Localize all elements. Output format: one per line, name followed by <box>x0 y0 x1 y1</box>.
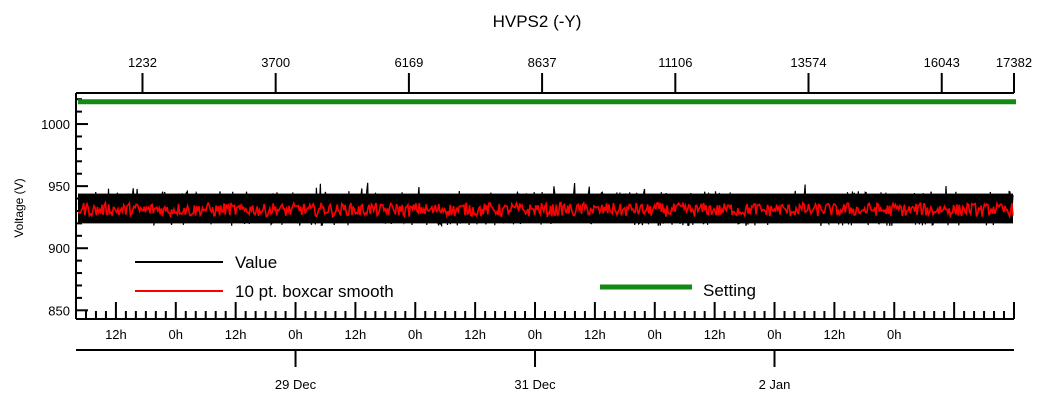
x-tick-label: 12h <box>824 327 846 342</box>
top-axis-tick-label: 16043 <box>924 55 960 70</box>
y-tick-label: 850 <box>48 303 70 318</box>
top-axis-tick-label: 11106 <box>658 55 692 70</box>
date-axis-label: 31 Dec <box>514 377 556 392</box>
top-axis-tick-label: 3700 <box>261 55 290 70</box>
top-axis-tick-label: 13574 <box>790 55 826 70</box>
x-tick-label: 12h <box>105 327 127 342</box>
legend-label-boxcar: 10 pt. boxcar smooth <box>235 282 394 301</box>
x-tick-label: 0h <box>169 327 183 342</box>
series-boxcar-line <box>77 200 1014 220</box>
traces <box>77 99 1016 228</box>
x-tick-label: 0h <box>648 327 662 342</box>
top-axis-tick-label: 8637 <box>528 55 557 70</box>
y-tick-label: 950 <box>48 179 70 194</box>
x-tick-label: 0h <box>887 327 901 342</box>
legend-label-setting: Setting <box>703 281 756 300</box>
x-tick-label: 12h <box>225 327 247 342</box>
legend: Value 10 pt. boxcar smooth Setting <box>135 253 756 301</box>
legend-label-value: Value <box>235 253 277 272</box>
y-tick-label: 900 <box>48 241 70 256</box>
x-tick-label: 0h <box>288 327 302 342</box>
axes: 850 900 950 1000 1232 3700 6169 8637 11106 13574 1… <box>41 55 1032 392</box>
top-axis-tick-label: 17382 <box>996 55 1032 70</box>
x-tick-label: 0h <box>528 327 542 342</box>
x-tick-label: 12h <box>464 327 486 342</box>
x-tick-label: 12h <box>704 327 726 342</box>
date-axis-label: 29 Dec <box>275 377 317 392</box>
x-tick-label: 0h <box>408 327 422 342</box>
date-axis-label: 2 Jan <box>759 377 791 392</box>
y-tick-label: 1000 <box>41 117 70 132</box>
top-axis-tick-label: 1232 <box>128 55 157 70</box>
y-axis-label: Voltage (V) <box>12 178 26 237</box>
top-axis-tick-label: 6169 <box>394 55 423 70</box>
chart-title: HVPS2 (-Y) <box>493 12 582 31</box>
x-tick-label: 0h <box>767 327 781 342</box>
x-tick-label: 12h <box>584 327 606 342</box>
x-tick-label: 12h <box>345 327 367 342</box>
